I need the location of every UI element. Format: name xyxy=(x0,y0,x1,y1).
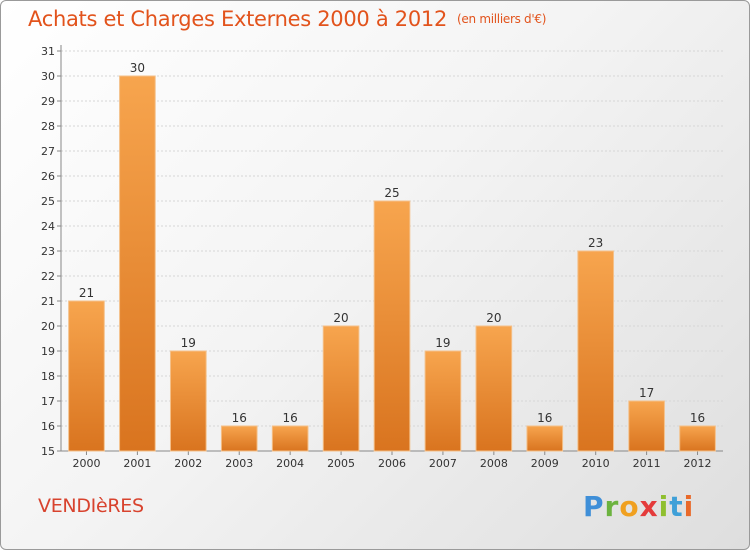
bar-value-label: 16 xyxy=(232,411,247,425)
y-tick-label: 20 xyxy=(41,320,55,333)
x-tick-label: 2007 xyxy=(429,457,457,470)
y-tick-label: 27 xyxy=(41,145,55,158)
logo-letter: P xyxy=(583,490,605,523)
x-tick-label: 2010 xyxy=(582,457,610,470)
logo-letter: r xyxy=(604,490,620,523)
bar xyxy=(322,325,360,452)
bar xyxy=(169,350,207,452)
x-tick-label: 2011 xyxy=(633,457,661,470)
y-tick-label: 15 xyxy=(41,445,55,458)
x-tick-label: 2003 xyxy=(225,457,253,470)
y-tick-label: 26 xyxy=(41,170,55,183)
x-tick-label: 2005 xyxy=(327,457,355,470)
bar xyxy=(373,200,411,452)
y-tick-label: 25 xyxy=(41,195,55,208)
commune-name: VENDIèRES xyxy=(38,495,144,517)
bar xyxy=(119,75,156,452)
proxiti-logo: Proxiti xyxy=(583,490,694,523)
bar xyxy=(424,350,462,452)
y-tick-label: 24 xyxy=(41,220,55,233)
bar-value-label: 23 xyxy=(588,236,603,250)
x-tick-label: 2004 xyxy=(276,457,304,470)
bar xyxy=(475,325,513,452)
y-tick-label: 19 xyxy=(41,345,55,358)
bar-value-label: 16 xyxy=(537,411,552,425)
y-tick-label: 21 xyxy=(41,295,55,308)
y-tick-label: 17 xyxy=(41,395,55,408)
y-tick-label: 16 xyxy=(41,420,55,433)
y-tick-label: 31 xyxy=(41,45,55,58)
bar-value-label: 16 xyxy=(283,411,298,425)
bar-value-label: 30 xyxy=(130,61,145,75)
y-tick-label: 22 xyxy=(41,270,55,283)
bar-value-label: 20 xyxy=(486,311,501,325)
y-tick-label: 23 xyxy=(41,245,55,258)
x-tick-label: 2006 xyxy=(378,457,406,470)
x-tick-label: 2002 xyxy=(174,457,202,470)
x-tick-label: 2000 xyxy=(72,457,100,470)
bar xyxy=(220,425,258,452)
y-tick-label: 30 xyxy=(41,70,55,83)
y-tick-label: 18 xyxy=(41,370,55,383)
chart-subtitle: (en milliers d'€) xyxy=(457,12,547,26)
bar-value-label: 25 xyxy=(384,186,399,200)
bar-value-label: 20 xyxy=(333,311,348,325)
bar-value-label: 21 xyxy=(79,286,94,300)
logo-letter: t xyxy=(669,490,684,523)
logo-letter: o xyxy=(619,490,640,523)
x-tick-label: 2001 xyxy=(123,457,151,470)
logo-letter: i xyxy=(683,490,695,523)
axes: 15 16 17 18 19 20 21 22 23 24 25 26 27 28 29 30 31 xyxy=(41,45,723,458)
x-tick-label: 2008 xyxy=(480,457,508,470)
logo-letter: i xyxy=(658,490,670,523)
bar-value-label: 19 xyxy=(435,336,450,350)
labels: 21 2000 30 2001 19 2002 16 2003 16 2004 20 2005 25 20… xyxy=(72,61,711,470)
x-tick-label: 2012 xyxy=(684,457,712,470)
bar xyxy=(628,400,665,452)
bar xyxy=(271,425,309,452)
y-tick-label: 28 xyxy=(41,120,55,133)
bar-value-label: 19 xyxy=(181,336,196,350)
bar xyxy=(577,250,615,452)
bar-value-label: 16 xyxy=(690,411,705,425)
bar xyxy=(679,425,716,452)
bars xyxy=(68,75,716,452)
chart-title-text: Achats et Charges Externes 2000 à 2012 xyxy=(28,7,448,31)
y-tick-label: 29 xyxy=(41,95,55,108)
x-tick-label: 2009 xyxy=(531,457,559,470)
chart-title: Achats et Charges Externes 2000 à 2012 (e… xyxy=(28,7,546,31)
logo-letter: x xyxy=(639,490,659,523)
bar-value-label: 17 xyxy=(639,386,654,400)
bar xyxy=(68,300,105,452)
bar xyxy=(526,425,564,452)
